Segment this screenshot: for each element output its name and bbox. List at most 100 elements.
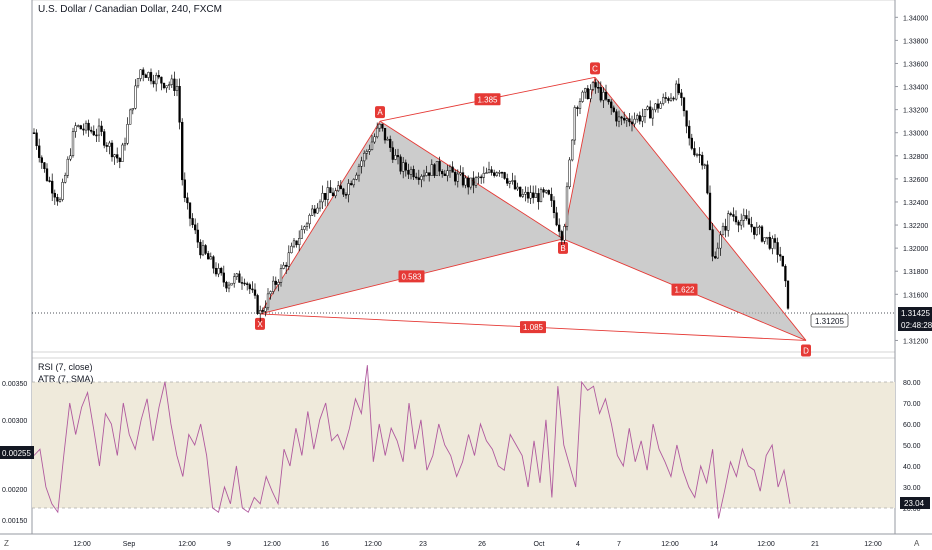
candle — [168, 81, 171, 90]
candle — [282, 262, 285, 270]
candle — [612, 105, 615, 113]
candle — [409, 166, 413, 180]
candle — [766, 236, 769, 245]
candle — [695, 152, 699, 158]
ratio-label-xb[interactable]: 0.583 — [398, 270, 425, 283]
price-axis-label: 1.33800 — [903, 38, 928, 45]
svg-text:1.31425: 1.31425 — [901, 309, 930, 318]
candle — [305, 221, 309, 231]
svg-text:D: D — [803, 346, 809, 355]
pattern-point-c[interactable]: C — [590, 62, 600, 75]
time-axis-label: 21 — [811, 541, 819, 548]
candle — [597, 80, 600, 93]
svg-text:C: C — [592, 64, 598, 73]
candle — [79, 124, 82, 130]
candle — [412, 165, 415, 180]
candle — [246, 281, 249, 291]
svg-text:02:48:28: 02:48:28 — [901, 321, 932, 330]
candle — [373, 133, 376, 144]
candle — [459, 165, 462, 176]
candle — [750, 216, 753, 233]
svg-text:B: B — [560, 244, 565, 253]
candle — [181, 118, 184, 186]
candle — [212, 255, 215, 274]
candle — [472, 171, 475, 194]
candle — [66, 156, 69, 179]
candle — [454, 169, 457, 186]
candle — [443, 169, 446, 177]
candle — [667, 96, 670, 104]
candle — [610, 99, 613, 115]
svg-text:X: X — [257, 320, 263, 329]
price-axis-label: 1.31800 — [903, 269, 928, 276]
svg-text:23.04: 23.04 — [904, 499, 925, 508]
ratio-label-xd[interactable]: 1.085 — [520, 321, 546, 334]
candle — [43, 161, 46, 173]
candle — [347, 179, 350, 203]
rsi-legend[interactable]: RSI (7, close) — [38, 362, 93, 372]
candle — [625, 117, 628, 127]
candle — [721, 222, 725, 236]
pattern-point-a[interactable]: A — [375, 106, 385, 119]
time-axis-label: 16 — [321, 541, 329, 548]
candle — [435, 161, 439, 176]
time-axis-label: 12:00 — [263, 541, 281, 548]
candle — [259, 305, 262, 322]
candle — [506, 173, 509, 186]
candle — [303, 225, 306, 234]
candle — [682, 96, 686, 117]
atr-value-tag: 0.00255 — [0, 446, 34, 459]
price-axis-label: 1.31600 — [903, 292, 928, 299]
candle — [97, 118, 101, 143]
candle — [121, 142, 124, 162]
candle — [331, 187, 335, 197]
candle — [238, 270, 241, 283]
price-axis-label: 1.33400 — [903, 85, 928, 92]
pattern-point-d[interactable]: D — [801, 344, 811, 357]
candle — [191, 213, 194, 228]
svg-text:A: A — [377, 108, 383, 117]
candle — [727, 210, 730, 237]
candle — [266, 288, 270, 311]
candle — [773, 234, 777, 250]
candle — [591, 81, 595, 91]
candle — [386, 136, 389, 141]
candle — [402, 157, 405, 179]
auto-scale-button[interactable]: A — [914, 539, 920, 548]
ratio-label-ac[interactable]: 1.385 — [474, 93, 501, 106]
candle — [48, 176, 51, 183]
candle — [633, 112, 636, 128]
price-axis-label: 1.32800 — [903, 154, 928, 161]
candle — [123, 137, 127, 151]
candle — [415, 172, 418, 180]
candle — [160, 76, 163, 91]
candle — [659, 101, 662, 109]
rsi-axis-label: 20.00 — [903, 506, 921, 513]
candle — [521, 189, 524, 199]
harmonic-pattern: 0.583 1.385 1.622 1.085 X A B C D — [255, 62, 811, 357]
candle — [329, 180, 332, 194]
candle — [641, 108, 644, 128]
atr-axis-label: 0.00200 — [2, 487, 27, 494]
zoom-button[interactable]: Z — [4, 539, 9, 548]
candle — [493, 169, 496, 178]
candle — [599, 81, 602, 103]
time-axis-label: Oct — [534, 541, 545, 548]
candle — [742, 208, 745, 228]
candle — [199, 239, 202, 259]
ratio-label-bd[interactable]: 1.622 — [671, 283, 698, 296]
candle — [589, 84, 592, 103]
candle — [214, 262, 218, 277]
candle — [142, 67, 145, 82]
candle — [563, 223, 566, 244]
pattern-point-x[interactable]: X — [255, 317, 265, 330]
time-axis-label: 12:00 — [364, 541, 382, 548]
candle — [654, 103, 657, 113]
pattern-point-b[interactable]: B — [558, 241, 568, 254]
atr-legend[interactable]: ATR (7, SMA) — [38, 374, 93, 384]
candle — [365, 149, 368, 160]
time-axis-label: 23 — [419, 541, 427, 548]
candle — [693, 141, 696, 157]
candle — [656, 98, 660, 113]
